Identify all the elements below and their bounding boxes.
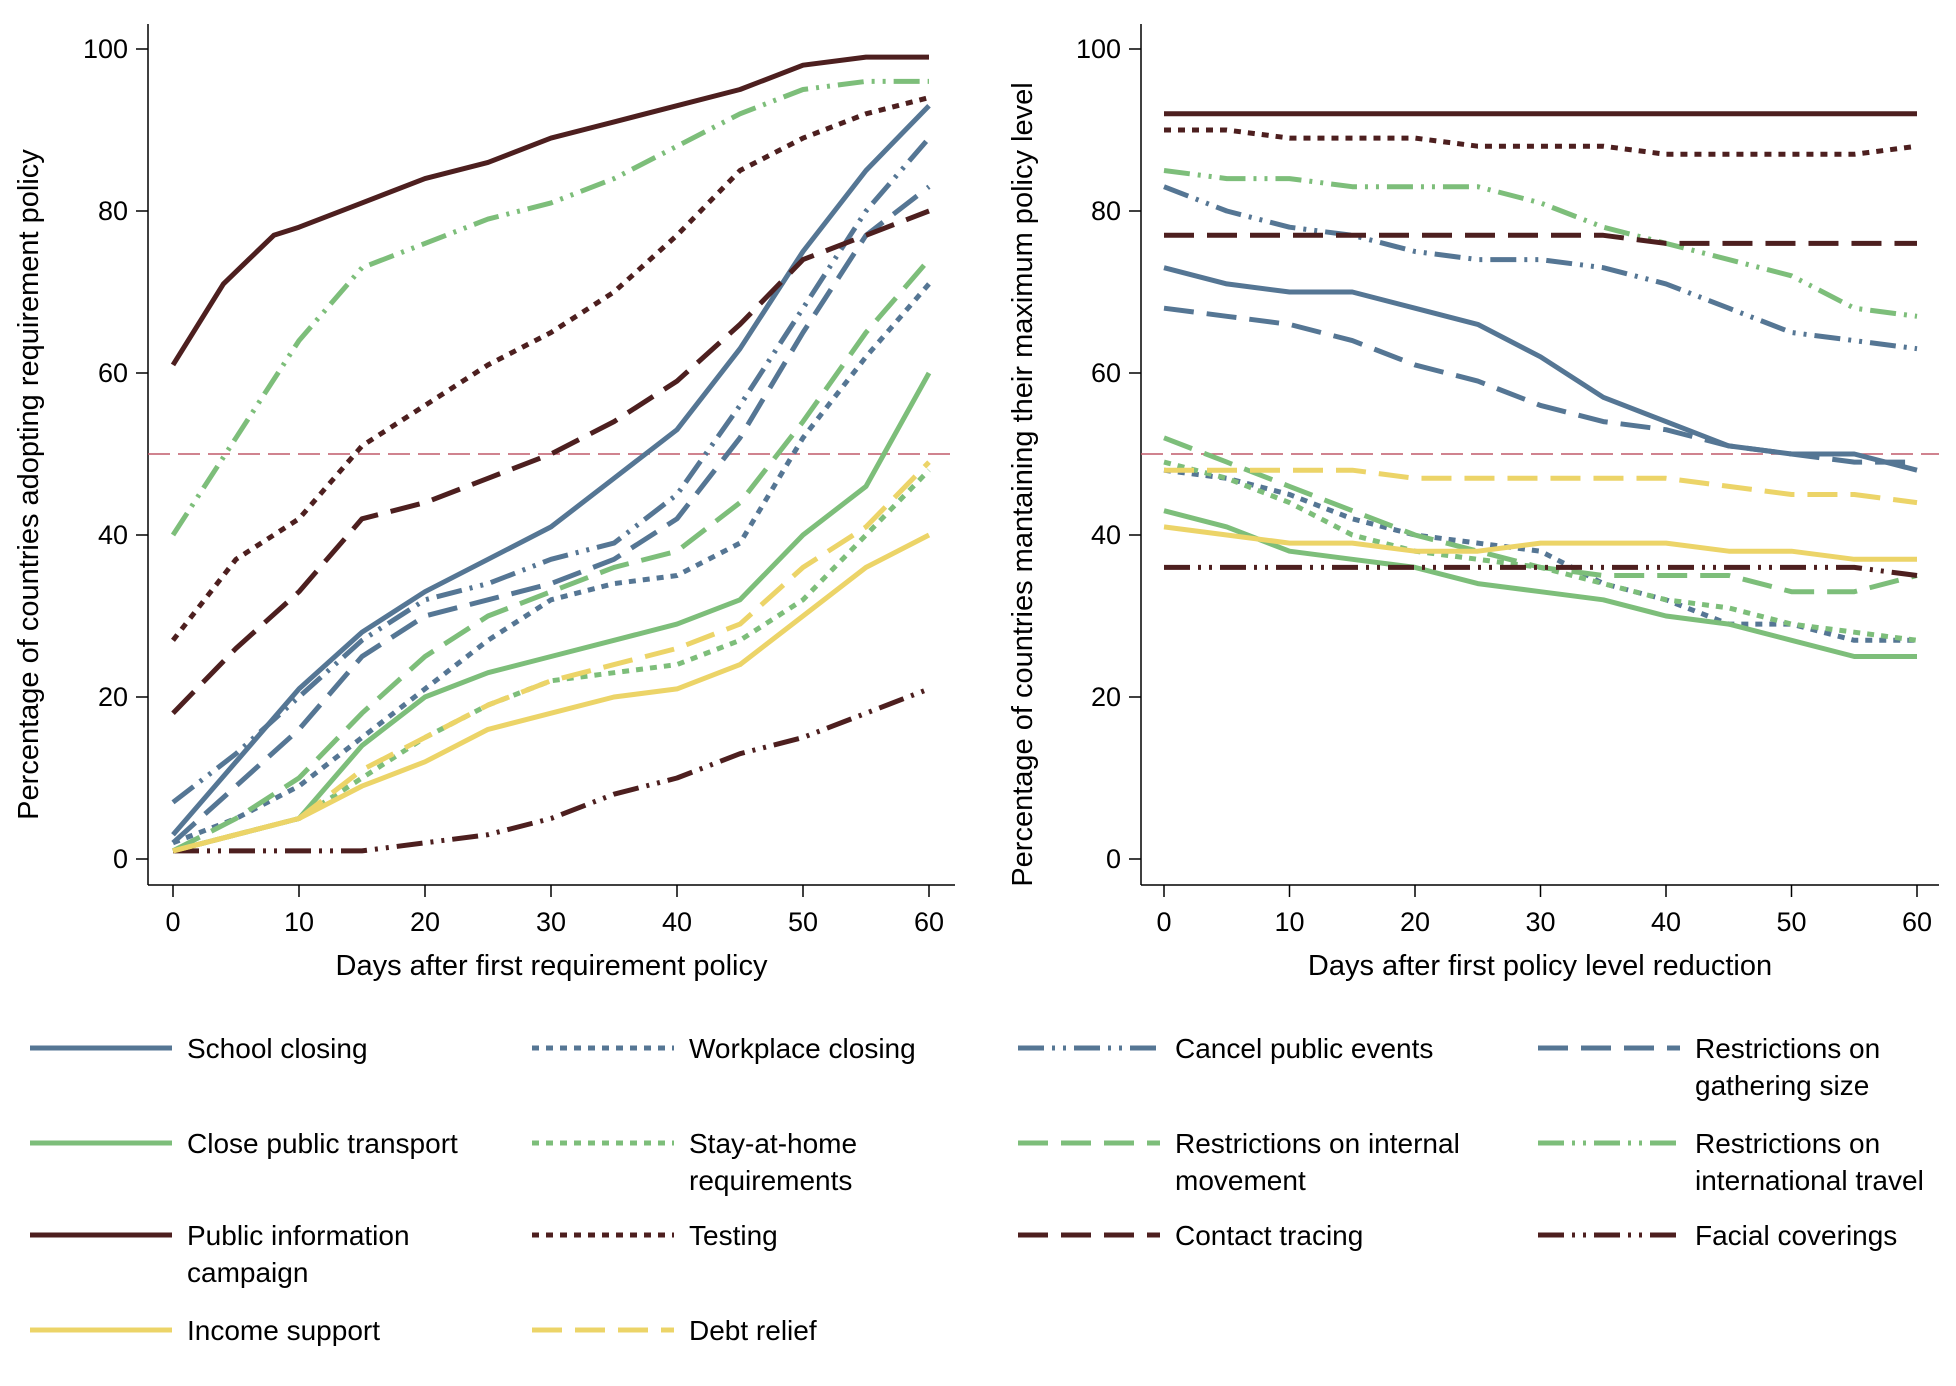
x-tick-label: 0: [165, 907, 180, 937]
series-line-restrictions-on-gathering-size: [171, 184, 931, 845]
series-line-debt-relief: [1164, 467, 1918, 506]
legend-item: Public information campaign: [30, 1220, 410, 1288]
legend-label: gathering size: [1695, 1070, 1869, 1101]
legend-item: Debt relief: [532, 1315, 817, 1346]
legend: School closing Workplace closing Cancel pu…: [30, 1033, 1924, 1346]
legend-label: Testing: [689, 1220, 778, 1251]
y-tick-label: 0: [1106, 844, 1121, 874]
series-line-contact-tracing: [171, 208, 930, 715]
x-tick-label: 0: [1156, 907, 1171, 937]
legend-item: Restrictions on internal movement: [1018, 1128, 1460, 1196]
series-line-restrictions-on-gathering-size: [1163, 305, 1917, 465]
y-tick-label: 60: [1091, 358, 1121, 388]
series-line-contact-tracing: [1164, 232, 1917, 246]
legend-label: School closing: [187, 1033, 368, 1064]
series-line-close-public-transport: [172, 371, 932, 854]
y-axis-title: Percentage of countries mantaining their…: [1007, 82, 1039, 886]
legend-label: Contact tracing: [1175, 1220, 1363, 1251]
legend-item: Close public transport: [30, 1128, 458, 1159]
series-line-school-closing: [1163, 265, 1918, 473]
legend-item: Restrictions on gathering size: [1538, 1033, 1880, 1101]
y-tick-label: 100: [83, 34, 128, 64]
legend-label: Facial coverings: [1695, 1220, 1897, 1251]
y-axis-title: Percentage of countries adopting require…: [13, 149, 45, 820]
series-line-restrictions-on-international-travel: [1163, 168, 1918, 319]
series-line-restrictions-on-internal-movement: [1163, 435, 1918, 595]
legend-item: Stay-at-home requirements: [532, 1128, 857, 1196]
y-tick-label: 80: [98, 196, 128, 226]
x-tick-label: 10: [284, 907, 314, 937]
y-tick-label: 20: [1091, 682, 1121, 712]
legend-label: campaign: [187, 1257, 308, 1288]
series-line-facial-coverings: [173, 686, 930, 854]
left-chart-panel: 0 20 40 60 80 100 0 10 20 30 40 50 60 Days after firs…: [13, 24, 955, 982]
legend-item: Facial coverings: [1538, 1220, 1897, 1251]
x-tick-label: 50: [788, 907, 818, 937]
series-line-facial-coverings: [1164, 564, 1918, 578]
y-tick-label: 20: [98, 682, 128, 712]
series-line-public-information-campaign: [170, 54, 929, 367]
y-tick-label: 80: [1091, 196, 1121, 226]
series-line-testing: [1164, 127, 1918, 157]
right-chart-panel: 0 20 40 60 80 100 0 10 20 30 40 50 60 Days after firs…: [1007, 24, 1939, 982]
legend-item: Workplace closing: [532, 1033, 916, 1064]
legend-label: Workplace closing: [689, 1033, 916, 1064]
series-line-cancel-public-events: [171, 136, 931, 805]
series-line-income-support: [1163, 524, 1917, 562]
series-line-cancel-public-events: [1163, 184, 1918, 352]
legend-item: Testing: [532, 1220, 778, 1251]
legend-item: Restrictions on international travel: [1538, 1128, 1924, 1196]
x-tick-label: 10: [1274, 907, 1304, 937]
series-line-close-public-transport: [1163, 508, 1917, 659]
series-line-restrictions-on-internal-movement: [171, 257, 931, 854]
y-tick-label: 100: [1076, 34, 1121, 64]
series-line-workplace-closing: [1163, 467, 1917, 643]
legend-label: Close public transport: [187, 1128, 458, 1159]
x-tick-label: 40: [1651, 907, 1681, 937]
series-line-school-closing: [171, 103, 931, 837]
legend-label: Restrictions on: [1695, 1033, 1880, 1064]
y-tick-label: 40: [98, 520, 128, 550]
legend-item: Cancel public events: [1018, 1033, 1433, 1064]
legend-item: School closing: [30, 1033, 368, 1064]
legend-label: Restrictions on: [1695, 1128, 1880, 1159]
legend-label: Debt relief: [689, 1315, 817, 1346]
y-tick-label: 0: [113, 844, 128, 874]
x-tick-label: 30: [1525, 907, 1555, 937]
series-line-debt-relief: [172, 460, 931, 854]
series-line-workplace-closing: [172, 282, 931, 846]
legend-item: Contact tracing: [1018, 1220, 1363, 1251]
x-axis-title: Days after first requirement policy: [336, 950, 768, 982]
legend-label: Public information: [187, 1220, 410, 1251]
x-tick-label: 60: [914, 907, 944, 937]
legend-label: Income support: [187, 1315, 380, 1346]
x-axis-title: Days after first policy level reduction: [1308, 950, 1772, 982]
x-tick-label: 20: [1400, 907, 1430, 937]
legend-label: movement: [1175, 1165, 1306, 1196]
series-line-restrictions-on-international-travel: [170, 78, 929, 537]
legend-label: Stay-at-home: [689, 1128, 857, 1159]
x-tick-label: 50: [1776, 907, 1806, 937]
series-line-testing: [171, 95, 930, 642]
legend-label: requirements: [689, 1165, 852, 1196]
legend-label: Cancel public events: [1175, 1033, 1433, 1064]
y-tick-label: 60: [98, 358, 128, 388]
series-line-income-support: [172, 532, 931, 854]
legend-label: Restrictions on internal: [1175, 1128, 1460, 1159]
legend-item: Income support: [30, 1315, 380, 1346]
y-tick-label: 40: [1091, 520, 1121, 550]
x-tick-label: 60: [1902, 907, 1932, 937]
legend-label: international travel: [1695, 1165, 1924, 1196]
x-tick-label: 20: [410, 907, 440, 937]
x-tick-label: 40: [662, 907, 692, 937]
x-tick-label: 30: [536, 907, 566, 937]
